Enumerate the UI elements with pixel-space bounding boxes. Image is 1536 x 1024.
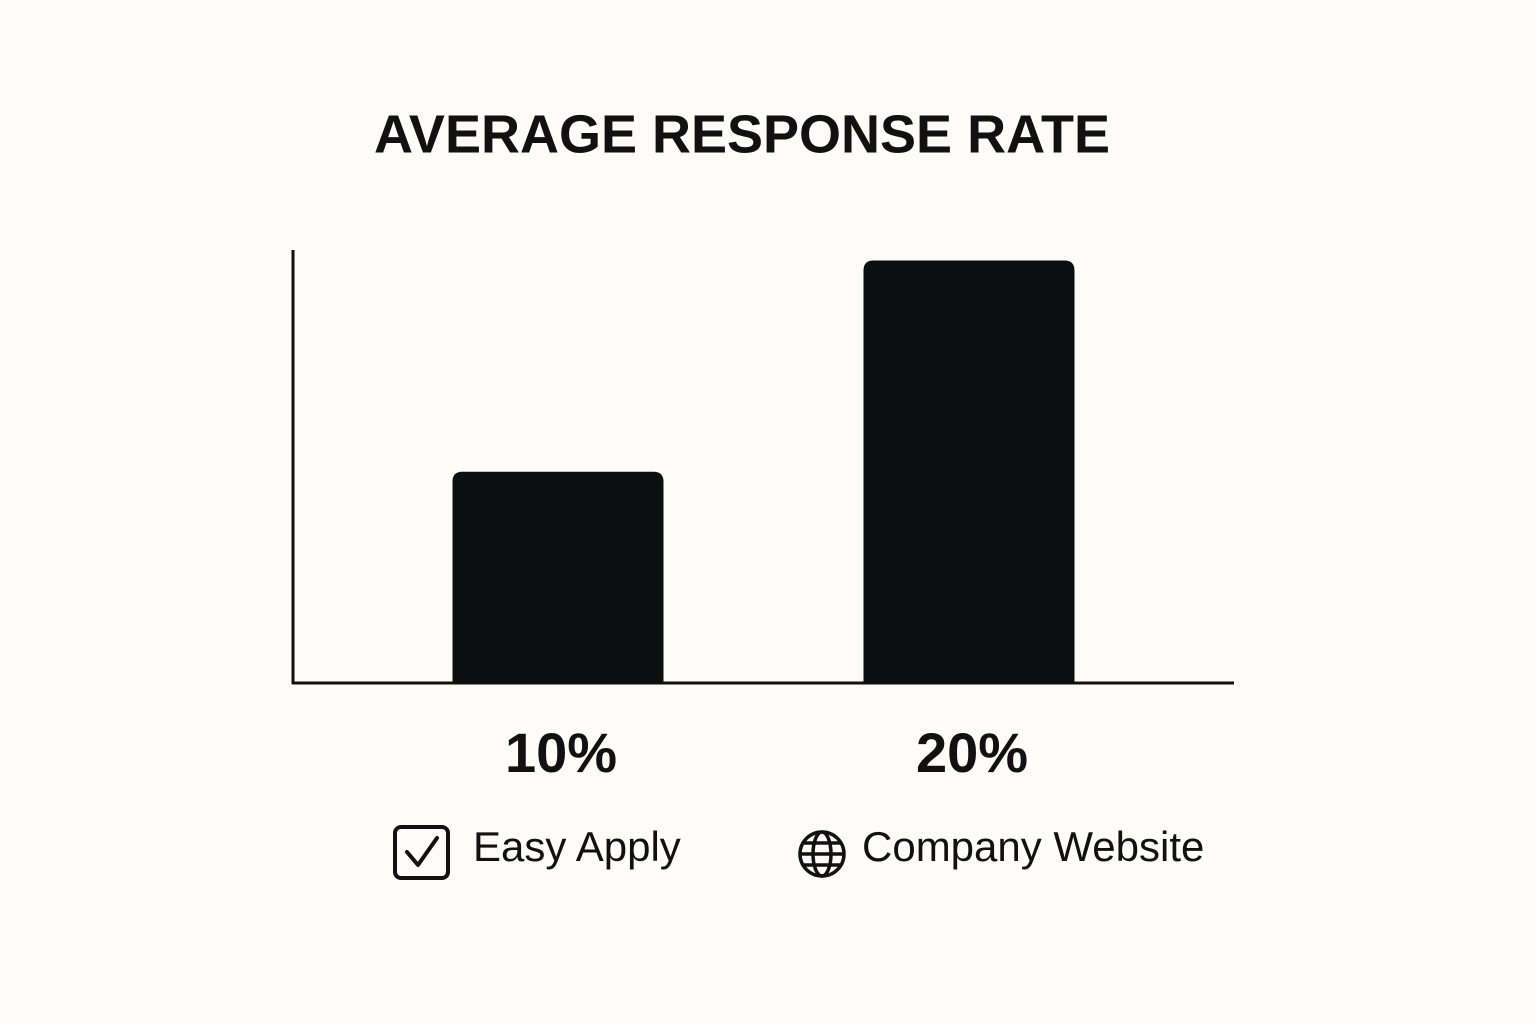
bar — [452, 471, 664, 683]
bar — [863, 260, 1075, 683]
check-mark — [405, 836, 439, 867]
chart-title: AVERAGE RESPONSE RATE — [374, 104, 1110, 164]
checkbox-icon — [393, 825, 450, 880]
legend-icon-check — [393, 825, 450, 880]
legend-label: Company Website — [862, 823, 1204, 870]
legend-icon-globe — [798, 830, 846, 878]
legend-label: Easy Apply — [473, 823, 681, 870]
value-label: 10% — [505, 721, 617, 784]
value-label: 20% — [916, 721, 1028, 784]
